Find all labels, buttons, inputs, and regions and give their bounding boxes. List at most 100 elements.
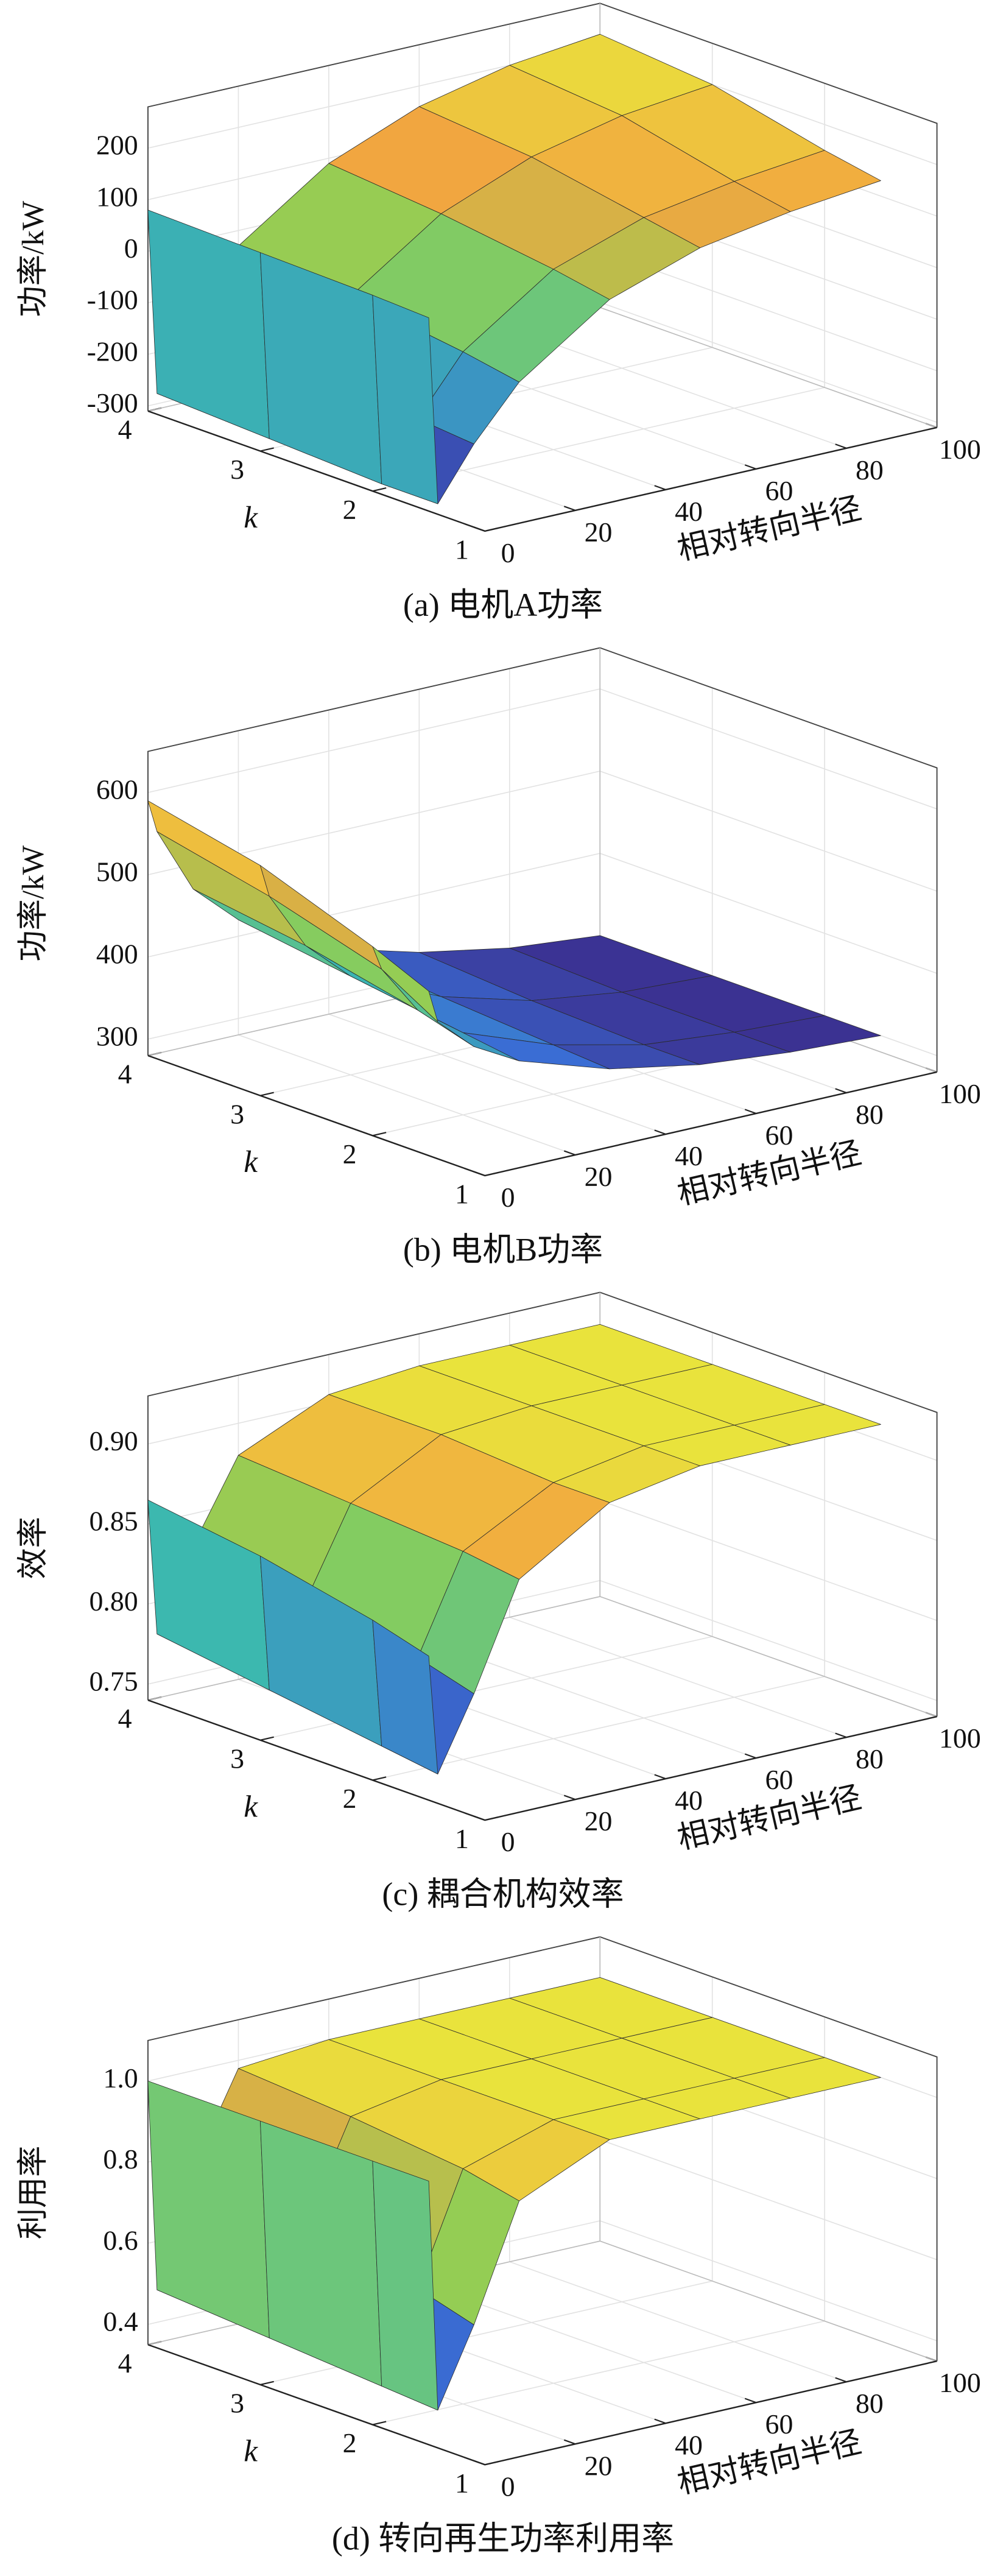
z-tick-label: 400 (96, 939, 138, 970)
y-tick-label: 3 (230, 1098, 244, 1129)
y-tick-label: 4 (118, 2348, 132, 2379)
tick-mark (654, 1129, 666, 1135)
axis-line (147, 1699, 937, 1821)
y-tick-label: 4 (118, 1703, 132, 1734)
y-tick-label: 1 (455, 2468, 469, 2499)
tick-mark (835, 2377, 847, 2383)
y-tick-label: 2 (343, 1783, 357, 1814)
z-axis-label: 利用率 (16, 2146, 51, 2240)
tick-mark (744, 1753, 757, 1759)
surface-patch (147, 2081, 270, 2338)
z-tick-label: 500 (96, 856, 138, 887)
x-tick-label: 100 (939, 2367, 981, 2398)
grid-line (599, 688, 937, 810)
z-tick-label: -300 (87, 387, 138, 418)
grid-line (509, 2261, 847, 2382)
x-tick-label: 0 (501, 537, 515, 568)
x-tick-label: 100 (939, 434, 981, 465)
tick-mark (563, 1794, 576, 1801)
tick-mark (835, 1732, 847, 1738)
z-tick-label: 0.4 (103, 2306, 138, 2337)
tick-mark (563, 506, 576, 511)
axis-line (147, 2344, 937, 2466)
x-tick-label: 40 (675, 496, 703, 527)
z-tick-label: 300 (96, 1020, 138, 1051)
tick-mark (835, 1088, 847, 1093)
y-tick-label: 4 (118, 414, 132, 445)
x-tick-label: 40 (675, 1140, 703, 1171)
y-tick-label: 1 (455, 1823, 469, 1854)
surface-patch (372, 295, 438, 504)
z-tick-label: -100 (87, 284, 138, 316)
tick-mark (372, 1132, 387, 1137)
caption: (d) 转向再生功率利用率 (332, 2521, 674, 2557)
x-tick-label: 60 (765, 1764, 793, 1795)
z-tick-label: -200 (87, 336, 138, 367)
tick-mark (563, 2439, 576, 2445)
x-tick-label: 80 (856, 454, 884, 485)
grid-line (328, 1014, 666, 1135)
grid-line (509, 1617, 847, 1738)
axis-line (147, 1054, 937, 1177)
grid-line (599, 2139, 937, 2260)
surface-patch (372, 946, 438, 1023)
tick-mark (744, 1109, 757, 1114)
grid-line (372, 2320, 825, 2426)
x-tick-label: 80 (856, 1743, 884, 1774)
grid-line (599, 1579, 937, 1701)
tick-mark (563, 1150, 576, 1156)
y-tick-label: 1 (455, 1179, 469, 1210)
grid-line (599, 1500, 937, 1621)
z-tick-label: 0 (124, 233, 138, 264)
x-tick-label: 20 (585, 1161, 613, 1192)
z-axis-label: 功率/kW (16, 200, 51, 317)
tick-mark (260, 2380, 274, 2385)
x-tick-label: 60 (765, 475, 793, 506)
tick-mark (835, 443, 847, 449)
grid-line (372, 1676, 825, 1781)
grid-line (238, 1034, 576, 1156)
tick-mark (654, 1774, 666, 1780)
surface-patch (372, 1620, 438, 1774)
grid-line (147, 688, 600, 793)
z-tick-label: 100 (96, 181, 138, 212)
grid-line (599, 302, 937, 423)
y-axis-label: k (244, 500, 258, 535)
z-axis-label: 功率/kW (16, 845, 51, 961)
axis-line (147, 410, 937, 532)
z-tick-label: 0.75 (89, 1665, 138, 1696)
z-tick-label: 0.85 (89, 1506, 138, 1537)
tick-mark (744, 2398, 757, 2404)
surface-patch (372, 2161, 438, 2411)
x-tick-label: 0 (501, 1826, 515, 1857)
x-tick-label: 100 (939, 1078, 981, 1109)
x-tick-label: 80 (856, 1099, 884, 1130)
y-axis-label: k (244, 1145, 258, 1179)
grid-line (599, 853, 937, 974)
grid-line (599, 2220, 937, 2341)
y-tick-label: 1 (455, 534, 469, 565)
tick-mark (372, 487, 387, 492)
tick-mark (260, 1736, 274, 1741)
z-tick-label: 200 (96, 130, 138, 161)
x-tick-label: 0 (501, 2471, 515, 2502)
z-tick-label: 0.80 (89, 1586, 138, 1617)
z-tick-label: 1.0 (103, 2063, 138, 2094)
tick-mark (654, 485, 666, 490)
tick-mark (372, 1776, 387, 1781)
x-tick-label: 20 (585, 1805, 613, 1837)
x-tick-label: 20 (585, 2450, 613, 2481)
grid-line (599, 771, 937, 892)
x-tick-label: 60 (765, 1120, 793, 1151)
x-tick-label: 20 (585, 517, 613, 548)
y-tick-label: 2 (343, 494, 357, 525)
tick-mark (260, 1092, 274, 1096)
y-axis-label: k (244, 1789, 258, 1824)
x-tick-label: 0 (501, 1182, 515, 1213)
grid-line (260, 2281, 712, 2385)
z-axis-label: 效率 (16, 1517, 51, 1579)
z-tick-label: 0.8 (103, 2144, 138, 2175)
z-tick-label: 600 (96, 774, 138, 805)
